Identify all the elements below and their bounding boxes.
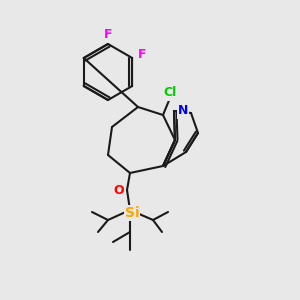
Text: F: F (138, 47, 146, 61)
Text: N: N (178, 104, 188, 118)
Text: O: O (114, 184, 124, 196)
Text: F: F (104, 28, 112, 40)
Text: Cl: Cl (164, 86, 177, 100)
Text: Si: Si (125, 206, 139, 220)
